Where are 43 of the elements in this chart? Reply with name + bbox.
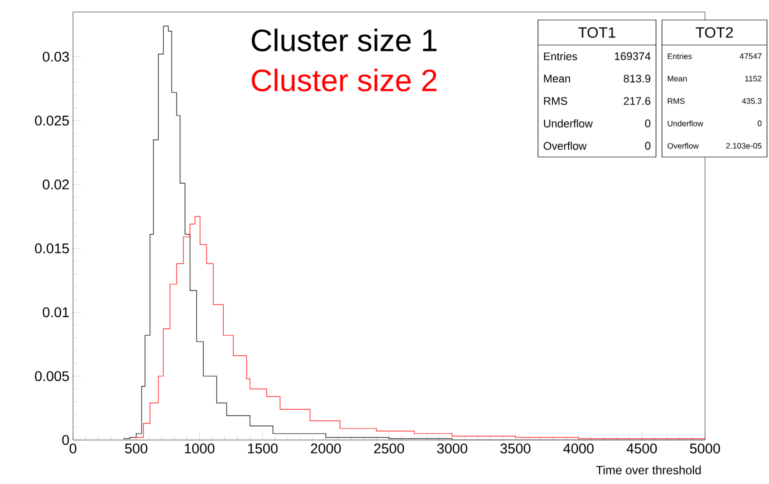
annotation: 0: [645, 120, 650, 128]
annotation: Overflow: [668, 142, 699, 149]
x-tick-label: 1000: [184, 444, 214, 454]
annotation: TOT2: [696, 27, 733, 38]
text: Cluster size 1: [252, 28, 436, 52]
annotation: 0: [645, 142, 650, 150]
y-tick-label: 0.02: [42, 180, 69, 190]
annotation: Entries: [544, 52, 578, 60]
x-tick-label: 2000: [310, 444, 341, 454]
x-tick-label: 500: [125, 444, 148, 454]
x-tick-label: 0: [70, 444, 76, 454]
annotation: RMS: [668, 98, 685, 104]
annotation: Mean: [668, 76, 687, 82]
annotation: RMS: [544, 97, 568, 105]
y-tick-label: 0: [62, 435, 69, 445]
x-tick-label: 3000: [437, 444, 468, 454]
text: 0: [758, 120, 762, 126]
annotation: 217.6: [624, 97, 650, 105]
text: 1152: [745, 76, 762, 82]
y-tick-label: 0.01: [42, 307, 69, 318]
annotation: TOT1: [578, 27, 616, 38]
x-tick-label: 2500: [374, 444, 404, 454]
x-tick-label: 5000: [690, 444, 720, 454]
annotation: Entries: [668, 53, 692, 60]
text: 2.103e-05: [726, 142, 762, 149]
x-tick-label: 4500: [626, 444, 657, 454]
annotation: Underflow: [668, 120, 704, 126]
annotation: Underflow: [544, 119, 593, 128]
x-tick-label: 1500: [248, 444, 278, 454]
text: 47547: [740, 53, 762, 59]
x-tick-label: 4000: [563, 444, 594, 454]
annotation: Mean: [544, 74, 570, 82]
y-tick-label: 0.03: [42, 52, 69, 62]
x-tick-label: 3500: [500, 444, 530, 454]
text: 435.3: [742, 98, 762, 104]
y-tick-label: 0.005: [34, 371, 69, 382]
y-tick-label: 0.015: [34, 243, 69, 254]
annotation: 813.9: [624, 74, 650, 82]
y-tick-label: 0.025: [34, 116, 69, 126]
annotation: Overflow: [544, 142, 587, 150]
x-axis-title: Time over threshold: [596, 466, 701, 474]
annotation: 169374: [614, 52, 650, 60]
text: Cluster size 2: [252, 68, 436, 92]
